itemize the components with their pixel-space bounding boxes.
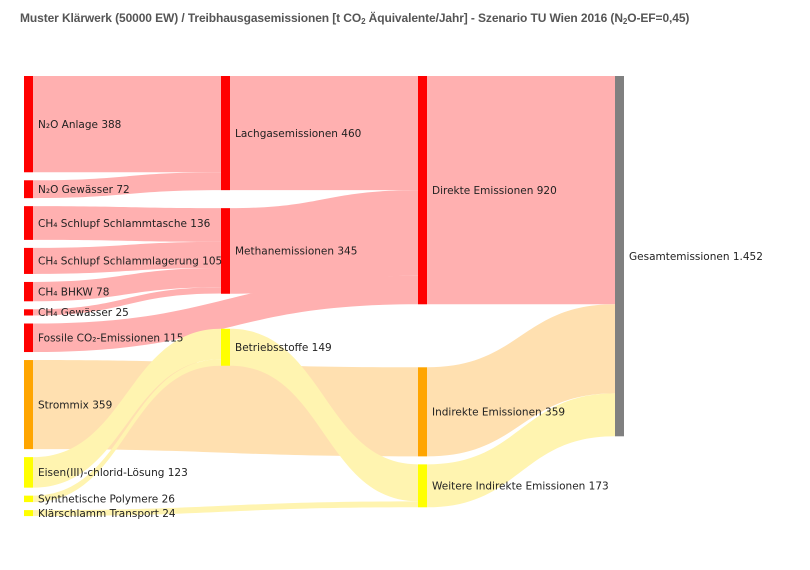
link-fossile_co2-direkte [33, 275, 418, 353]
node-label-eisen: Eisen(III)-chlorid-Lösung 123 [38, 467, 188, 479]
node-label-n2o_anlage: N₂O Anlage 388 [38, 119, 121, 131]
node-label-weitere: Weitere Indirekte Emissionen 173 [432, 481, 609, 493]
link-transport-weitere [33, 501, 418, 517]
node-label-transport: Klärschlamm Transport 24 [38, 508, 176, 520]
node-strommix [24, 360, 33, 450]
node-transport [24, 510, 33, 517]
sankey-nodes [24, 76, 624, 517]
link-n2o_anlage-lachgas [33, 76, 221, 173]
node-ch4_bhkw [24, 281, 33, 302]
chart-title: Muster Klärwerk (50000 EW) / Treibhausga… [20, 11, 690, 26]
link-eisen-betriebsstoffe [33, 328, 221, 488]
node-lachgas [221, 76, 230, 191]
node-n2o_anlage [24, 76, 33, 173]
node-ch4_gewaesser [24, 309, 33, 316]
link-methan-direkte [230, 190, 418, 294]
node-gesamt [615, 76, 624, 437]
link-ch4_schlammlagerung-methan [33, 241, 221, 274]
node-label-ch4_bhkw: CH₄ BHKW 78 [38, 286, 109, 298]
node-methan [221, 208, 230, 294]
node-betriebsstoffe [221, 328, 230, 366]
node-label-betriebsstoffe: Betriebsstoffe 149 [235, 342, 332, 354]
node-n2o_gewaesser [24, 180, 33, 199]
link-ch4_bhkw-methan [33, 267, 221, 302]
link-n2o_gewaesser-lachgas [33, 172, 221, 199]
link-indirekte-gesamt [427, 304, 615, 457]
link-strommix-indirekte [33, 360, 418, 457]
node-fossile_co2 [24, 323, 33, 353]
node-label-indirekte: Indirekte Emissionen 359 [432, 407, 565, 419]
node-label-polymere: Synthetische Polymere 26 [38, 494, 175, 506]
link-weitere-gesamt [427, 393, 615, 508]
node-label-fossile_co2: Fossile CO₂-Emissionen 115 [38, 333, 183, 345]
sankey-links [33, 76, 615, 517]
node-label-gesamt: Gesamtemissionen 1.452 [629, 251, 763, 263]
node-weitere [418, 464, 427, 508]
node-label-ch4_schlammlagerung: CH₄ Schlupf Schlammlagerung 105 [38, 256, 222, 268]
sankey-labels: N₂O Anlage 388 N₂O Gewässer 72 CH₄ Schlupf… [38, 119, 763, 520]
node-label-strommix: Strommix 359 [38, 399, 112, 411]
node-label-ch4_schlammtasche: CH₄ Schlupf Schlammtasche 136 [38, 218, 211, 230]
link-betriebsstoffe-weitere [230, 328, 418, 502]
link-lachgas-direkte [230, 76, 418, 191]
node-label-methan: Methanemissionen 345 [235, 246, 357, 258]
link-polymere-betriebsstoffe [33, 359, 221, 503]
node-direkte [418, 76, 427, 305]
link-direkte-gesamt [427, 76, 615, 305]
link-ch4_gewaesser-methan [33, 287, 221, 316]
node-label-ch4_gewaesser: CH₄ Gewässer 25 [38, 307, 129, 319]
node-ch4_schlammlagerung [24, 247, 33, 274]
node-ch4_schlammtasche [24, 206, 33, 240]
link-ch4_schlammtasche-methan [33, 206, 221, 242]
node-label-lachgas: Lachgasemissionen 460 [235, 128, 361, 140]
node-label-n2o_gewaesser: N₂O Gewässer 72 [38, 184, 130, 196]
node-eisen [24, 457, 33, 488]
node-polymere [24, 495, 33, 503]
node-indirekte [418, 367, 427, 457]
node-label-direkte: Direkte Emissionen 920 [432, 185, 557, 197]
